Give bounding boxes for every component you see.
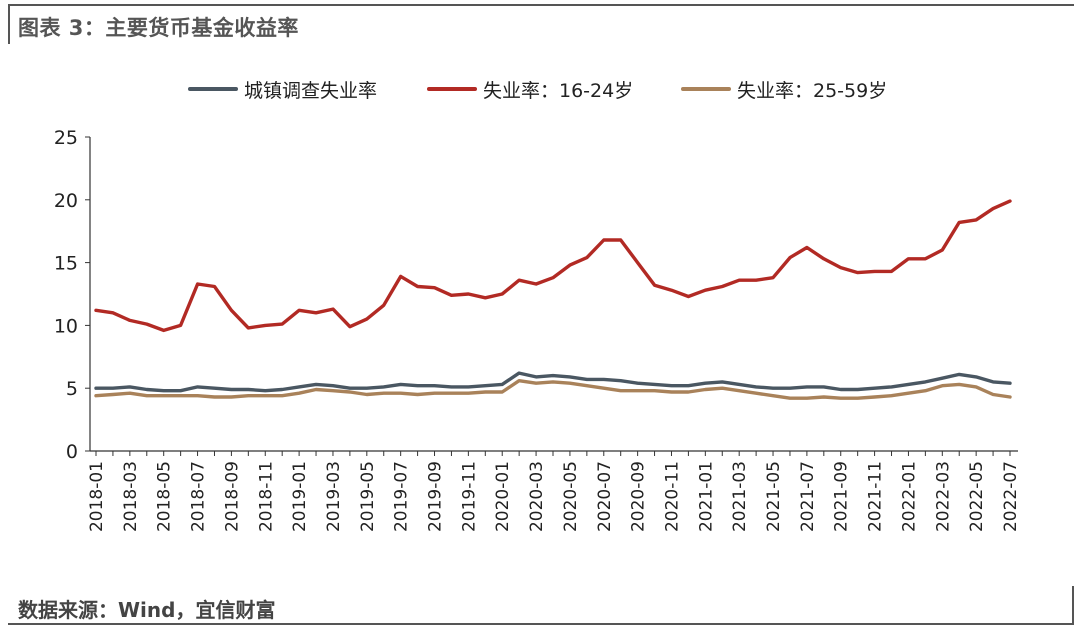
- x-tick-label: 2020-05: [561, 461, 581, 532]
- x-tick-label: 2021-03: [730, 461, 750, 532]
- x-tick-label: 2018-01: [87, 461, 107, 532]
- x-tick-label: 2021-11: [866, 461, 886, 532]
- y-tick-label: 25: [54, 127, 78, 149]
- series-line-2: [94, 379, 1012, 400]
- y-tick-label: 20: [54, 190, 78, 212]
- frame-right-border: [1072, 586, 1074, 625]
- x-tick-label: 2019-11: [459, 461, 479, 532]
- x-tick-label: 2021-07: [798, 461, 818, 532]
- x-tick-label: 2018-03: [121, 461, 141, 532]
- source-note: 数据来源：Wind，宜信财富: [18, 598, 276, 622]
- series-line-0: [94, 371, 1012, 393]
- x-tick-label: 2021-05: [764, 461, 784, 532]
- legend-swatch-urban: [188, 87, 238, 91]
- y-tick-label: 5: [66, 378, 78, 400]
- series-line-1: [94, 199, 1012, 333]
- x-tick-label: 2021-09: [832, 461, 852, 532]
- x-tick-label: 2018-09: [222, 461, 242, 532]
- y-tick-label: 15: [54, 253, 78, 275]
- legend-item-adult: 失业率：25-59岁: [681, 74, 887, 104]
- x-tick-label: 2019-05: [358, 461, 378, 532]
- y-tick-label: 0: [66, 441, 78, 463]
- x-tick-label: 2020-03: [527, 461, 547, 532]
- x-tick-label: 2019-07: [392, 461, 412, 532]
- legend-swatch-adult: [681, 87, 731, 91]
- x-tick-label: 2018-07: [189, 461, 209, 532]
- frame-top-border: [8, 4, 1074, 6]
- frame-bottom-border: [8, 623, 1074, 625]
- x-tick-label: 2020-09: [629, 461, 649, 532]
- x-tick-label: 2022-03: [933, 461, 953, 532]
- x-tick-label: 2020-01: [493, 461, 513, 532]
- x-tick-label: 2022-01: [899, 461, 919, 532]
- x-tick-label: 2020-11: [662, 461, 682, 532]
- frame-left-border: [8, 4, 10, 44]
- x-tick-label: 2019-01: [290, 461, 310, 532]
- x-tick-label: 2019-03: [324, 461, 344, 532]
- x-tick-label: 2018-05: [155, 461, 175, 532]
- x-tick-label: 2018-11: [256, 461, 276, 532]
- legend-label-adult: 失业率：25-59岁: [737, 79, 888, 102]
- legend-label-youth: 失业率：16-24岁: [483, 79, 634, 102]
- x-tick-label: 2022-05: [967, 461, 987, 532]
- legend-label-urban: 城镇调查失业率: [244, 79, 378, 102]
- chart-title: 图表 3：主要货币基金收益率: [18, 16, 299, 40]
- x-tick-label: 2021-01: [696, 461, 716, 532]
- legend-item-urban: 城镇调查失业率: [188, 74, 377, 104]
- y-tick-label: 10: [54, 315, 78, 337]
- chart-axes: 0 5 10 15 20 25 2018-01 2018-03 2018-05 2018-07 20…: [54, 127, 1021, 532]
- x-tick-label: 2019-09: [426, 461, 446, 532]
- x-tick-label: 2020-07: [595, 461, 615, 532]
- x-tick-label: 2022-07: [1001, 461, 1021, 532]
- chart-series: [94, 199, 1012, 400]
- chart-legend: 城镇调查失业率 失业率：16-24岁 失业率：25-59岁: [0, 74, 1080, 104]
- legend-swatch-youth: [427, 87, 477, 91]
- legend-item-youth: 失业率：16-24岁: [427, 74, 633, 104]
